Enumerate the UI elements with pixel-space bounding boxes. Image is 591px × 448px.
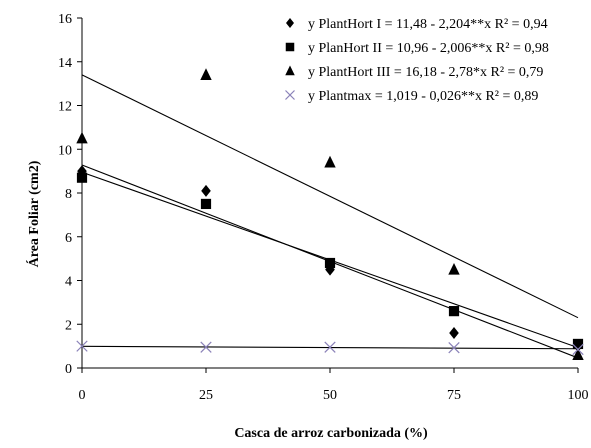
data-point-series-4: [200, 341, 212, 353]
x-axis-title: Casca de arroz carbonizada (%): [234, 426, 428, 441]
y-tick-label: 6: [65, 231, 72, 246]
y-axis-title: Área Foliar (cm2): [25, 160, 42, 267]
data-point-series-2: [448, 306, 460, 317]
y-tick-label: 8: [65, 187, 72, 202]
x-marker-stroke: [200, 341, 212, 353]
y-tick-label: 16: [58, 12, 72, 27]
legend-label-series-2: y PlanHort II = 10,96 - 2,006**x R² = 0,…: [308, 41, 549, 56]
data-point-series-3: [324, 155, 336, 168]
data-point-series-4: [572, 343, 584, 356]
data-point-series-2: [76, 172, 88, 183]
y-tick-label: 0: [65, 362, 72, 377]
x-marker-stroke: [285, 90, 295, 100]
data-point-series-4: [324, 341, 336, 353]
data-points: [76, 68, 584, 360]
data-point-series-2: [572, 338, 584, 350]
y-tick-label: 10: [58, 143, 72, 158]
legend-marker-series-1: [286, 18, 294, 28]
x-tick-label: 100: [568, 388, 589, 403]
legend-marker-series-3: [285, 65, 295, 76]
legend-marker-series-4: [285, 90, 295, 100]
x-tick-label: 0: [79, 388, 86, 403]
data-point-series-4: [76, 340, 88, 352]
x-tick-label: 25: [199, 388, 213, 403]
legend-marker-series-2: [285, 42, 295, 52]
data-point-series-2: [200, 198, 212, 210]
legend: y PlantHort I = 11,48 - 2,204**x R² = 0,…: [285, 17, 549, 104]
y-tick-label: 2: [65, 318, 72, 333]
trend-line-series-3: [81, 74, 579, 319]
data-point-series-3: [200, 68, 212, 80]
x-marker-stroke: [448, 341, 460, 354]
x-tick-label: 75: [447, 388, 461, 403]
axes: 0 2 4 6 8 10 12 14 16 0 25 50 75 100: [58, 12, 589, 403]
data-point-series-3: [76, 131, 88, 144]
x-marker-stroke: [324, 341, 336, 353]
x-marker-stroke: [76, 340, 88, 352]
data-point-series-1: [449, 327, 459, 339]
data-point-series-1: [201, 184, 211, 197]
trend-lines: [81, 74, 579, 359]
x-tick-label: 50: [323, 388, 337, 403]
data-point-series-3: [448, 262, 460, 275]
data-point-series-3: [572, 348, 584, 360]
y-tick-label: 12: [58, 100, 72, 115]
y-tick-label: 4: [65, 275, 72, 290]
legend-label-series-4: y Plantmax = 1,019 - 0,026**x R² = 0,89: [308, 89, 538, 104]
x-marker-stroke: [572, 343, 584, 356]
y-tick-label: 14: [58, 56, 72, 71]
data-point-series-2: [324, 257, 336, 269]
legend-label-series-1: y PlantHort I = 11,48 - 2,204**x R² = 0,…: [308, 17, 548, 32]
data-point-series-4: [448, 341, 460, 354]
legend-label-series-3: y PlantHort III = 16,18 - 2,78*x R² = 0,…: [308, 65, 543, 80]
